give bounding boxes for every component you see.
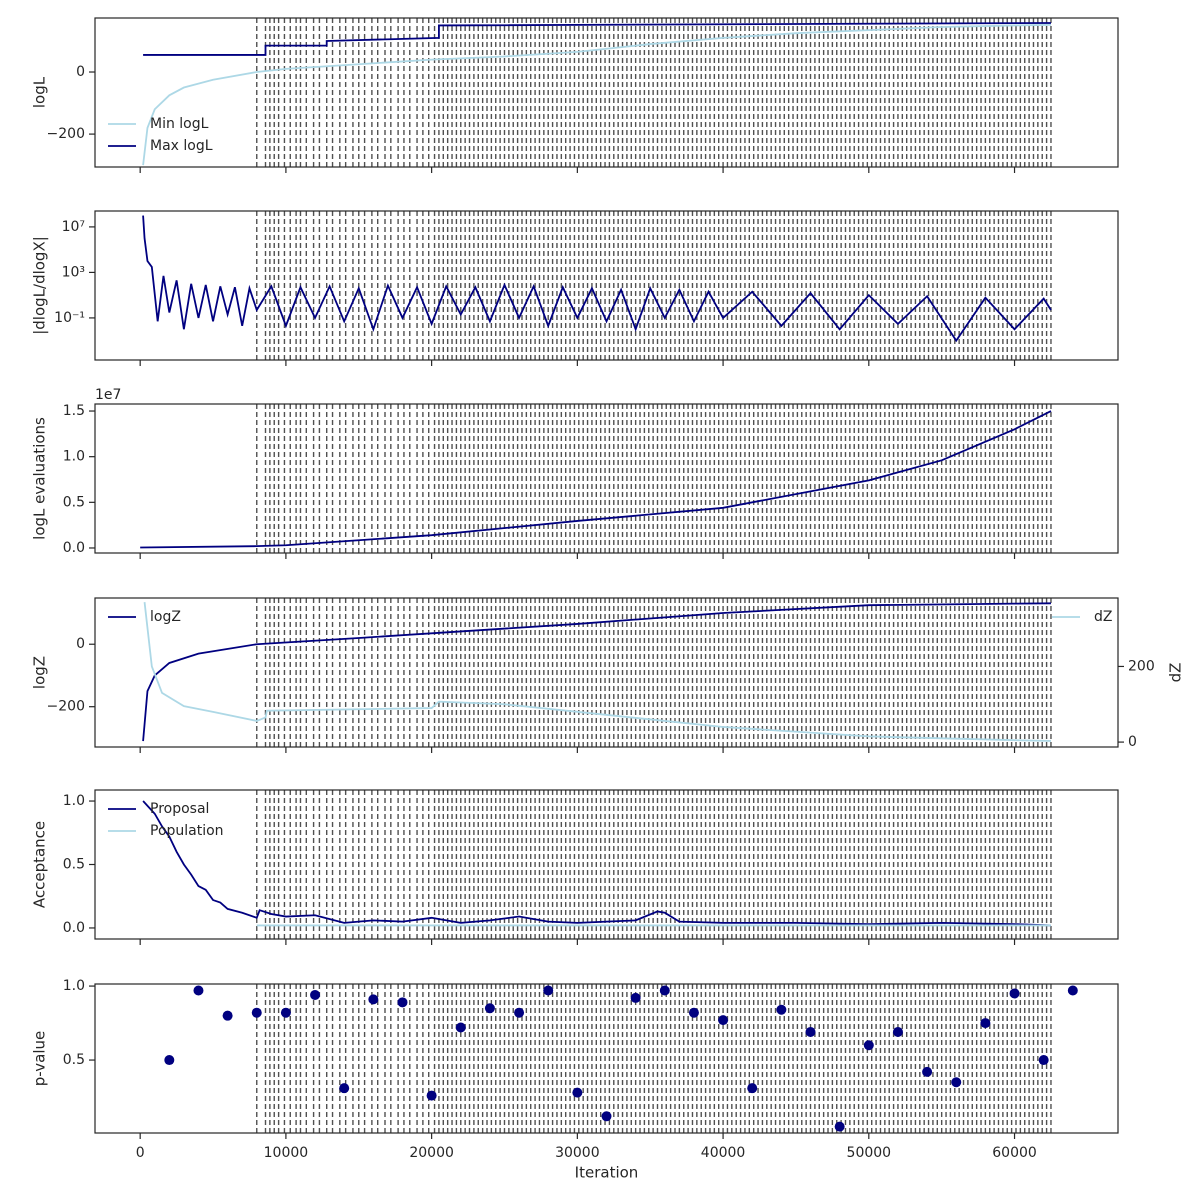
point	[980, 1018, 991, 1029]
legend-label: Max logL	[150, 138, 213, 154]
y2-axis-label: dZ	[1167, 663, 1185, 683]
point	[951, 1077, 962, 1088]
y-tick-label: 0.0	[63, 540, 85, 556]
y-tick-label: 10⁷	[62, 219, 85, 235]
point	[601, 1111, 612, 1122]
point	[339, 1083, 350, 1094]
y-tick-label: 0	[76, 636, 85, 652]
series-line	[142, 800, 1052, 927]
point	[863, 1040, 874, 1051]
point	[688, 1007, 699, 1018]
y-axis-label: logL evaluations	[31, 417, 49, 540]
point	[426, 1090, 437, 1101]
x-tick-label: 10000	[264, 1145, 309, 1161]
y-axis-label: logZ	[31, 656, 49, 689]
y-axis-label: p-value	[31, 1031, 49, 1087]
point	[251, 1007, 262, 1018]
y-tick-label: 0.0	[63, 920, 85, 936]
point	[514, 1007, 525, 1018]
y-tick-label: 0	[76, 64, 85, 80]
y-tick-label: 0.5	[63, 494, 85, 510]
y-tick-label: 10⁻¹	[54, 310, 85, 326]
point	[455, 1022, 466, 1033]
x-tick-label: 60000	[992, 1145, 1037, 1161]
point	[892, 1026, 903, 1037]
series-line	[140, 410, 1052, 549]
axes-frame	[94, 403, 1119, 554]
point	[280, 1007, 291, 1018]
y-axis-label: |dlogL/dlogX|	[31, 236, 49, 335]
y-tick-label: 1.0	[63, 449, 85, 465]
axes-frame	[94, 597, 1119, 748]
point	[164, 1055, 175, 1066]
point	[484, 1003, 495, 1014]
y-axis-label: Acceptance	[31, 821, 49, 908]
y2-tick-label: 0	[1128, 734, 1137, 750]
legend-label: Proposal	[150, 801, 209, 817]
point	[922, 1066, 933, 1077]
legend-label: dZ	[1094, 609, 1112, 625]
legend-label: logZ	[150, 609, 181, 625]
y-tick-label: 0.5	[63, 857, 85, 873]
point	[805, 1026, 816, 1037]
point	[630, 992, 641, 1003]
series-line	[143, 22, 1051, 56]
point	[1009, 988, 1020, 999]
axes-frame	[94, 17, 1119, 168]
point	[834, 1121, 845, 1132]
point	[747, 1083, 758, 1094]
point	[310, 989, 321, 1000]
legend-label: Min logL	[150, 116, 209, 132]
series-line	[143, 602, 1051, 742]
axes-frame	[94, 210, 1119, 361]
y-tick-label: −200	[47, 126, 85, 142]
point	[222, 1010, 233, 1021]
legend-label: Population	[150, 823, 224, 839]
point	[1067, 985, 1078, 996]
x-tick-label: 40000	[701, 1145, 746, 1161]
y2-tick-label: 200	[1128, 658, 1155, 674]
point	[397, 997, 408, 1008]
point	[572, 1087, 583, 1098]
y-tick-label: −200	[47, 699, 85, 715]
x-tick-label: 50000	[847, 1145, 892, 1161]
point	[1038, 1055, 1049, 1066]
y-tick-label: 1.5	[63, 403, 85, 419]
axes-frame	[94, 789, 1119, 940]
point	[718, 1015, 729, 1026]
y-tick-label: 0.5	[63, 1052, 85, 1068]
x-tick-label: 0	[136, 1145, 145, 1161]
x-tick-label: 20000	[409, 1145, 454, 1161]
point	[193, 985, 204, 996]
point	[543, 985, 554, 996]
point	[776, 1004, 787, 1015]
series-line	[142, 215, 1052, 343]
x-tick-label: 30000	[555, 1145, 600, 1161]
axes-frame	[94, 983, 1119, 1134]
y-tick-label: 10³	[62, 264, 85, 280]
y-tick-label: 1.0	[63, 978, 85, 994]
series-line	[142, 23, 1051, 166]
y-tick-label: 1.0	[63, 793, 85, 809]
offset-text: 1e7	[95, 387, 121, 403]
y-axis-label: logL	[31, 76, 49, 108]
point	[368, 994, 379, 1005]
point	[659, 985, 670, 996]
x-axis-label: Iteration	[575, 1164, 639, 1182]
